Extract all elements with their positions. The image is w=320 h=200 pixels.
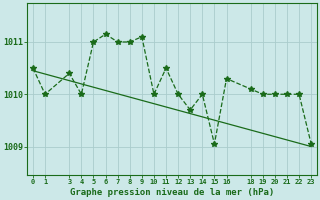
X-axis label: Graphe pression niveau de la mer (hPa): Graphe pression niveau de la mer (hPa) <box>70 188 274 197</box>
